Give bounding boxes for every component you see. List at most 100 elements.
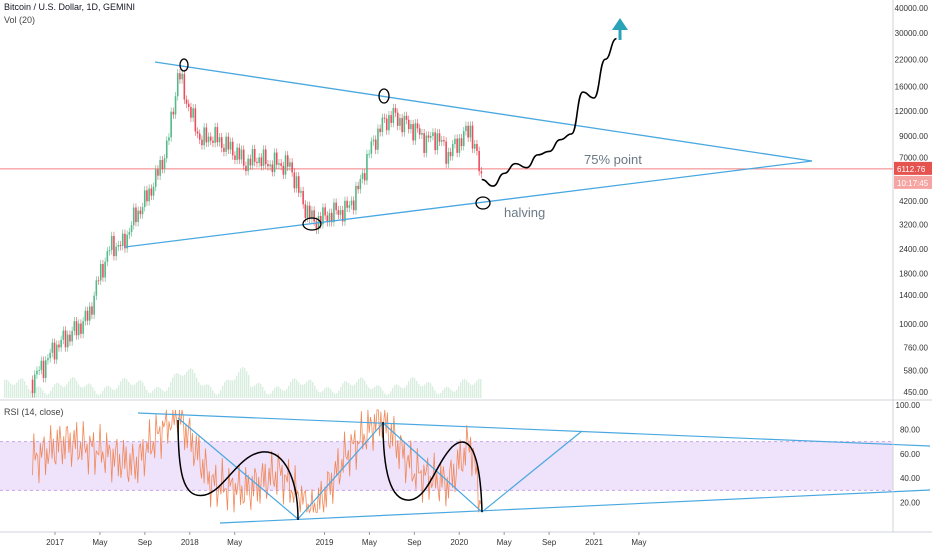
time-tick-label: May: [497, 538, 512, 547]
volume-bar: [50, 390, 52, 398]
candle-body: [38, 370, 40, 371]
volume-bar: [68, 381, 70, 398]
candle-body: [401, 118, 403, 133]
volume-bar: [252, 386, 254, 398]
volume-bar: [302, 385, 304, 398]
volume-bar: [404, 387, 406, 398]
volume-bar: [18, 379, 20, 398]
candle-body: [172, 111, 175, 115]
candle-body: [73, 321, 76, 331]
rsi-line: [32, 409, 482, 514]
time-tick-label: May: [362, 538, 377, 547]
candle-body: [106, 251, 109, 262]
volume-bar: [356, 381, 358, 398]
candle-body: [311, 210, 313, 219]
rsi-overbought-band: [0, 441, 893, 491]
volume-bar: [370, 389, 372, 398]
last-price-text: 6112.76: [897, 165, 926, 174]
volume-bar: [424, 384, 426, 398]
volume-bar: [406, 385, 408, 398]
peak-circle-2017: [179, 58, 189, 72]
candle-body: [170, 111, 172, 138]
price-tick-label: 3200.00: [899, 220, 928, 229]
volume-bar: [318, 392, 320, 398]
volume-bar: [334, 393, 336, 398]
volume-bar: [392, 387, 394, 398]
candle-body: [163, 158, 166, 169]
candle-body: [271, 164, 274, 172]
volume-bar: [288, 385, 290, 398]
volume-bar: [222, 385, 224, 398]
candle-body: [269, 164, 271, 167]
volume-bar: [48, 393, 50, 398]
candle-body: [313, 210, 315, 222]
candle-body: [322, 207, 324, 225]
candle-body: [58, 344, 60, 348]
volume-bar: [268, 394, 270, 398]
volume-bar: [76, 381, 78, 398]
rsi-tick-label: 80.00: [900, 425, 921, 434]
volume-bar: [30, 390, 32, 398]
candle-body: [370, 141, 373, 154]
volume-bar: [332, 391, 334, 398]
volume-bar: [342, 383, 344, 398]
time-tick-label: Sep: [138, 538, 153, 547]
candle-body: [388, 115, 390, 131]
volume-bar: [248, 375, 250, 398]
volume-bar: [330, 389, 332, 398]
candle-body: [304, 204, 307, 218]
volume-bar: [260, 383, 262, 398]
volume-bar: [160, 388, 162, 398]
volume-bar: [254, 385, 256, 398]
volume-bar: [158, 387, 160, 398]
time-tick-label: May: [631, 538, 646, 547]
volume-bar: [52, 387, 54, 398]
candle-body: [207, 136, 210, 143]
candle-body: [344, 200, 346, 222]
volume-bar: [58, 383, 60, 398]
volume-bar: [466, 380, 468, 398]
volume-bar: [464, 378, 466, 398]
volume-bar: [456, 389, 458, 398]
volume-bar: [136, 382, 138, 398]
volume-bar: [162, 390, 164, 398]
volume-bar: [228, 379, 230, 398]
volume-bar: [20, 378, 22, 398]
time-tick-label: May: [227, 538, 242, 547]
volume-bar: [454, 391, 456, 398]
volume-bar: [306, 381, 308, 398]
volume-bar: [204, 385, 206, 398]
volume-bar: [10, 383, 12, 398]
candle-body: [383, 117, 386, 119]
volume-bar: [40, 387, 42, 398]
candle-body: [242, 149, 245, 166]
candle-body: [40, 360, 43, 371]
volume-bar: [474, 383, 476, 398]
volume-bar: [210, 386, 212, 398]
volume-bar: [104, 387, 106, 398]
price-tick-label: 2400.00: [899, 245, 928, 254]
candle-body: [236, 147, 238, 160]
candle-body: [302, 190, 304, 205]
last-price-badge: [894, 161, 932, 175]
volume-bar: [274, 387, 276, 398]
candle-body: [49, 352, 51, 359]
volume-bar: [138, 380, 140, 398]
candle-body: [168, 137, 170, 141]
price-tick-label: 760.00: [904, 343, 929, 352]
rsi-wave-2: [382, 421, 483, 513]
candle-body: [51, 342, 54, 353]
volume-bar: [112, 389, 114, 398]
candle-body: [297, 176, 300, 193]
candle-body: [256, 161, 258, 164]
candle-body: [326, 215, 329, 223]
candle-body: [91, 306, 93, 315]
volume-bar: [64, 386, 66, 398]
candle-body: [227, 136, 230, 150]
volume-bar: [418, 384, 420, 398]
volume-bar: [376, 385, 378, 398]
candle-body: [77, 323, 80, 336]
candle-body: [93, 295, 95, 315]
volume-bar: [144, 386, 146, 398]
